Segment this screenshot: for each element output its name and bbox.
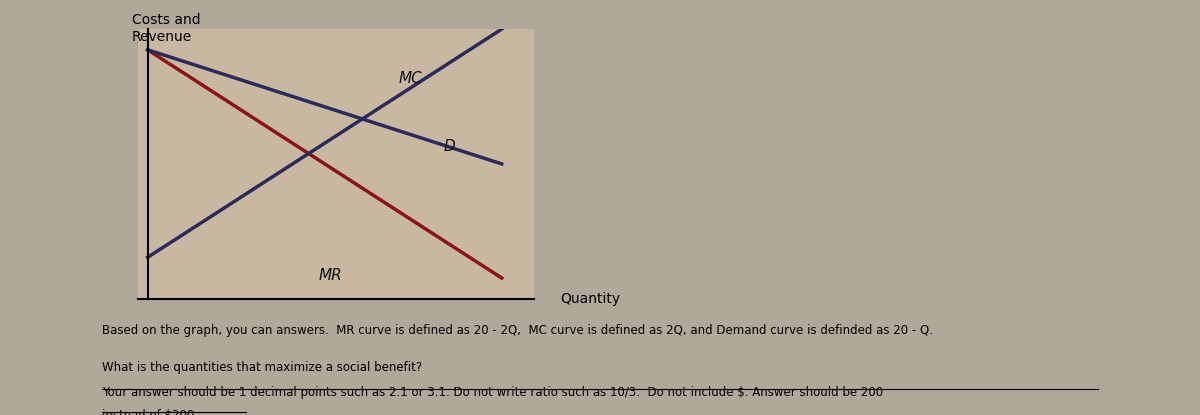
Text: D: D — [444, 139, 456, 154]
Text: MC: MC — [398, 71, 422, 86]
Text: Costs and
Revenue: Costs and Revenue — [132, 13, 200, 44]
Text: What is the quantities that maximize a social benefit?: What is the quantities that maximize a s… — [102, 361, 422, 374]
Text: instead of $200: instead of $200 — [102, 409, 194, 415]
Text: Quantity: Quantity — [559, 292, 620, 306]
Text: MR: MR — [318, 268, 342, 283]
Text: Your answer should be 1 decimal points such as 2.1 or 3.1. Do not write ratio su: Your answer should be 1 decimal points s… — [102, 386, 883, 399]
Text: Based on the graph, you can answers.  MR curve is defined as 20 - 2Q,  MC curve : Based on the graph, you can answers. MR … — [102, 324, 934, 337]
